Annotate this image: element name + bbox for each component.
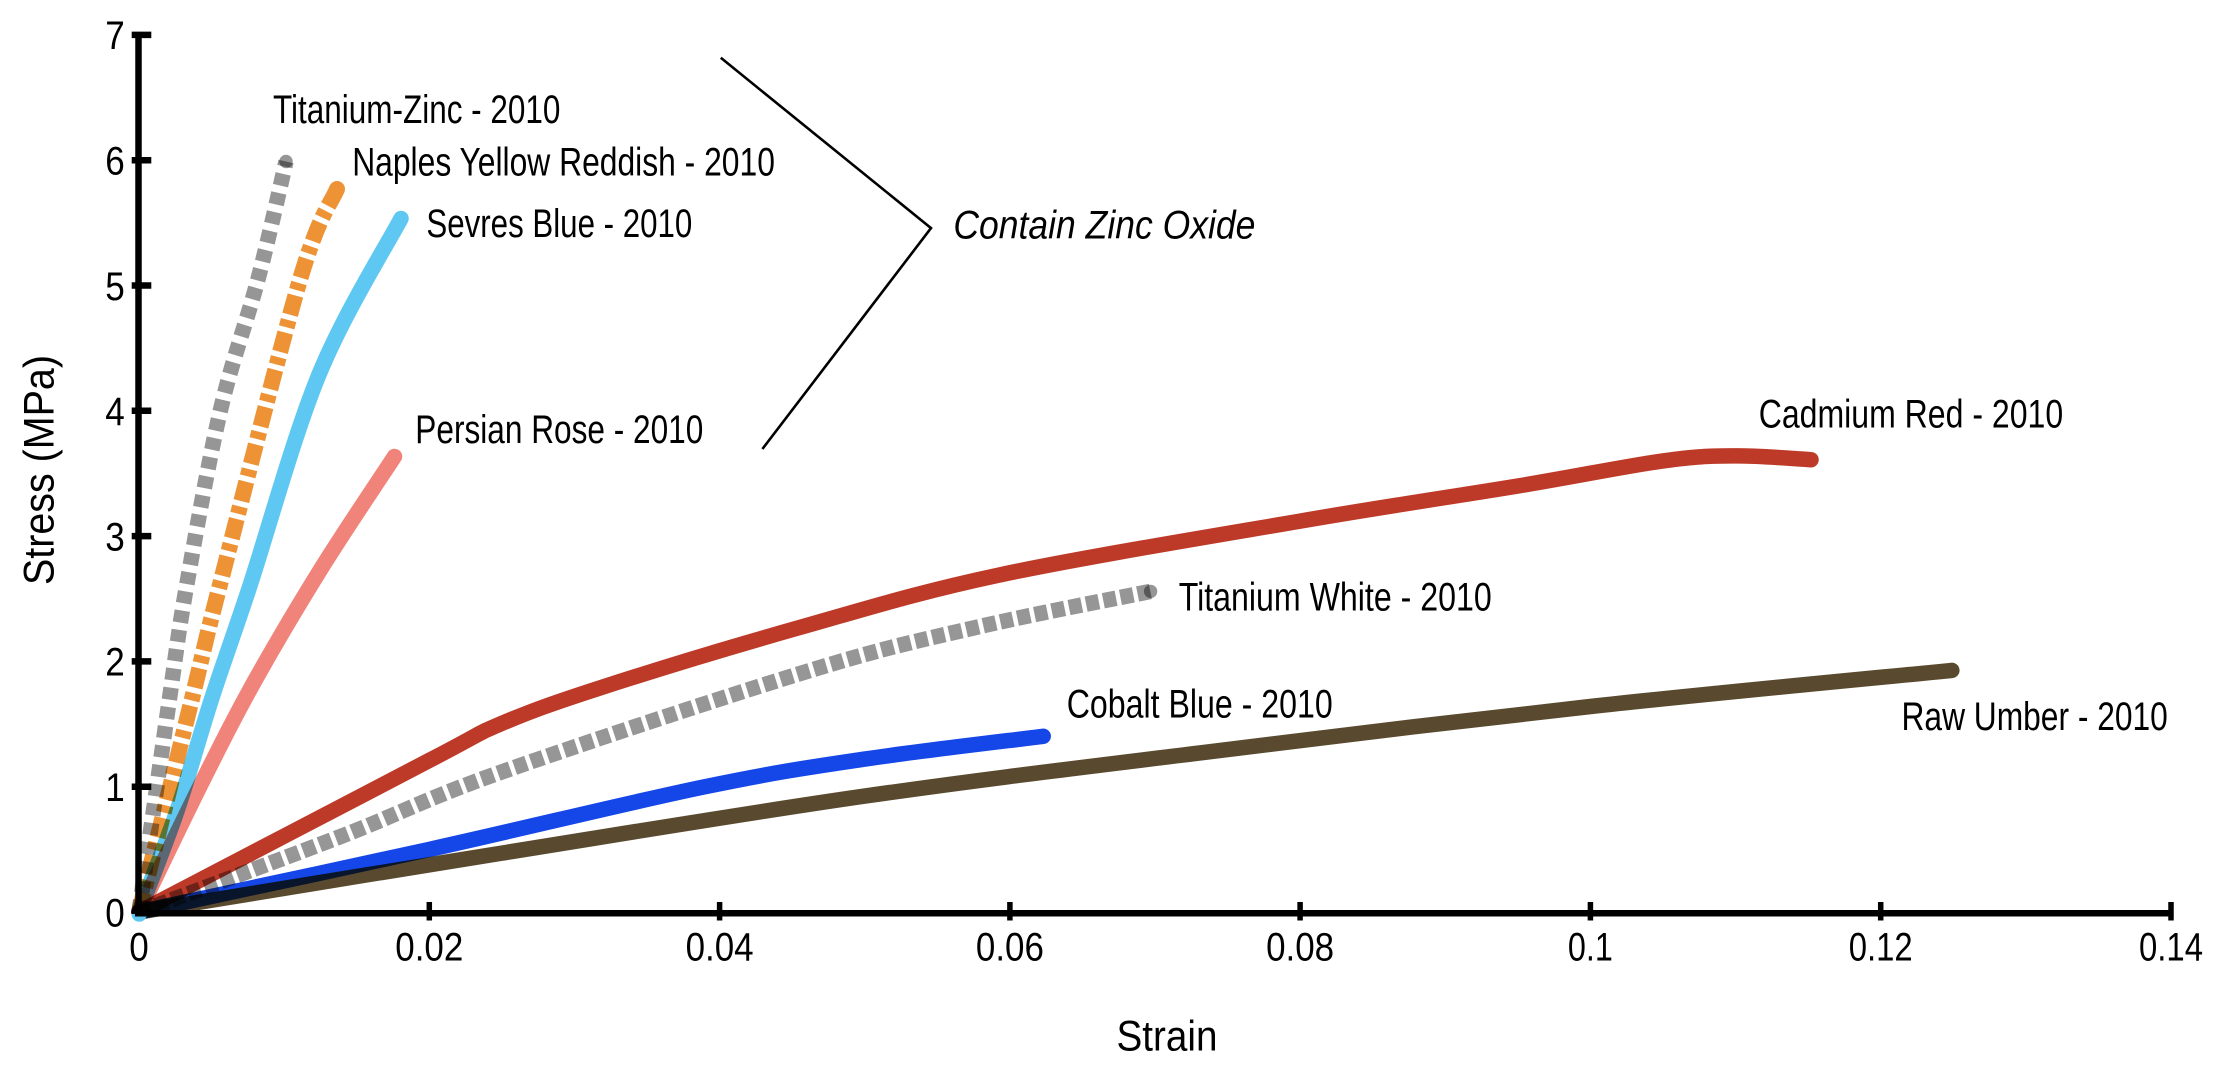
svg-text:5: 5: [105, 265, 125, 309]
svg-text:0.04: 0.04: [686, 926, 754, 970]
svg-text:Contain Zinc Oxide: Contain Zinc Oxide: [953, 203, 1255, 247]
svg-text:Sevres Blue - 2010: Sevres Blue - 2010: [426, 202, 692, 246]
svg-text:Persian Rose - 2010: Persian Rose - 2010: [415, 408, 703, 452]
svg-text:0.12: 0.12: [1849, 926, 1913, 970]
svg-text:Raw Umber - 2010: Raw Umber - 2010: [1902, 695, 2168, 739]
svg-text:Titanium-Zinc - 2010: Titanium-Zinc - 2010: [273, 88, 560, 132]
svg-text:0.14: 0.14: [2139, 926, 2203, 970]
svg-text:0.08: 0.08: [1266, 926, 1334, 970]
svg-text:Stress (MPa): Stress (MPa): [16, 355, 64, 585]
svg-text:2: 2: [105, 641, 125, 685]
svg-text:0.1: 0.1: [1568, 926, 1613, 970]
svg-text:3: 3: [105, 515, 125, 559]
svg-text:6: 6: [105, 140, 125, 184]
svg-text:0: 0: [105, 891, 125, 935]
svg-text:0: 0: [129, 926, 149, 970]
svg-text:Cadmium Red - 2010: Cadmium Red - 2010: [1759, 392, 2064, 436]
svg-text:0.02: 0.02: [395, 926, 463, 970]
svg-text:7: 7: [105, 14, 125, 58]
svg-text:Naples Yellow Reddish - 2010: Naples Yellow Reddish - 2010: [352, 141, 775, 185]
svg-text:Strain: Strain: [1117, 1013, 1218, 1061]
svg-text:0.06: 0.06: [976, 926, 1044, 970]
svg-text:Titanium White - 2010: Titanium White - 2010: [1179, 575, 1492, 619]
svg-text:Cobalt Blue - 2010: Cobalt Blue - 2010: [1067, 683, 1333, 727]
svg-text:1: 1: [105, 766, 125, 810]
svg-text:4: 4: [105, 390, 125, 434]
